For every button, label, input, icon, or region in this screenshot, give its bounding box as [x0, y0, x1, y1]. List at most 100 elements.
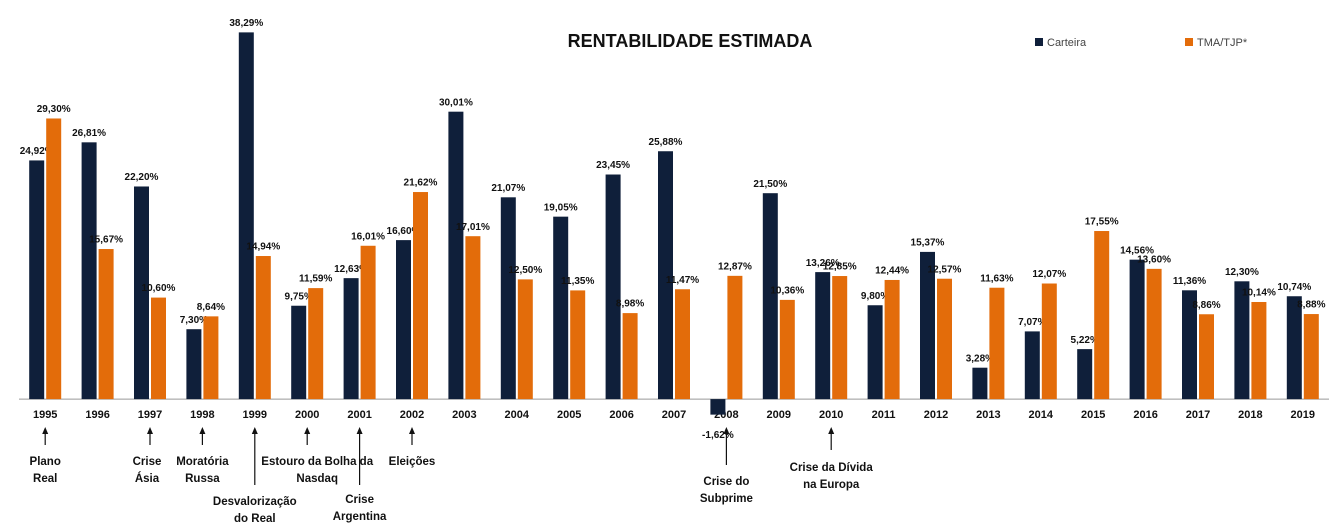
annotation: Nasdaq: [296, 473, 338, 485]
value-label: 26,81%: [72, 128, 106, 139]
annotation: Crise: [133, 456, 162, 468]
x-tick-label: 2000: [295, 409, 319, 421]
bar: [605, 174, 621, 400]
bar: [867, 305, 883, 400]
annotation-arrowhead: [147, 427, 153, 434]
annotation-arrowhead: [409, 427, 415, 434]
bar: [465, 236, 481, 400]
bar: [238, 32, 254, 400]
bar: [710, 399, 726, 415]
value-label: 5,22%: [1071, 335, 1099, 346]
annotation-arrowhead: [828, 427, 835, 434]
legend-swatch: [1035, 38, 1043, 46]
bar: [1251, 301, 1267, 400]
value-label: 12,50%: [508, 265, 542, 276]
value-label: 19,05%: [544, 202, 578, 213]
annotation: Ásia: [135, 472, 160, 485]
bar: [832, 276, 848, 400]
annotation: Estouro da Bolha da: [261, 456, 373, 468]
value-label: 11,47%: [666, 275, 699, 286]
annotation-arrowhead: [199, 427, 206, 434]
legend-label: Carteira: [1047, 37, 1087, 49]
value-label: 12,85%: [823, 262, 857, 273]
bar: [308, 288, 324, 400]
value-label: 9,75%: [285, 291, 313, 302]
value-label: 7,07%: [1018, 317, 1046, 328]
value-label: 12,57%: [928, 264, 962, 275]
bar: [570, 290, 586, 400]
value-label: 11,35%: [561, 276, 594, 287]
x-tick-label: 2013: [976, 409, 1000, 421]
x-tick-label: 2019: [1291, 409, 1315, 421]
value-label: 9,80%: [861, 291, 889, 302]
value-label: 29,30%: [37, 104, 71, 115]
value-label: 12,87%: [718, 261, 752, 272]
x-tick-label: 2005: [557, 409, 581, 421]
annotation: Eleições: [389, 456, 436, 468]
annotation: Real: [33, 473, 57, 485]
bar: [98, 249, 114, 400]
annotation: Argentina: [333, 511, 387, 523]
x-tick-label: 2018: [1238, 409, 1262, 421]
value-label: 10,14%: [1242, 288, 1276, 299]
value-label: 13,26%: [806, 258, 840, 269]
value-label: 21,62%: [404, 178, 438, 189]
bar: [203, 316, 219, 400]
value-label: 15,67%: [89, 235, 123, 246]
bar: [815, 272, 831, 400]
annotation-arrowhead: [42, 427, 49, 434]
value-label: 25,88%: [649, 137, 683, 148]
bar: [517, 279, 533, 400]
x-tick-label: 2017: [1186, 409, 1210, 421]
bar: [29, 160, 45, 400]
value-label: 8,64%: [197, 302, 225, 313]
bar: [396, 240, 411, 400]
value-label: 8,88%: [1297, 300, 1325, 311]
bar: [291, 305, 307, 400]
bar: [1199, 314, 1214, 400]
value-label: 30,01%: [439, 97, 473, 108]
bar: [343, 278, 359, 400]
value-label: 8,98%: [616, 299, 644, 310]
x-tick-label: 2007: [662, 409, 686, 421]
bar: [727, 275, 743, 400]
annotation-arrowhead: [304, 427, 311, 434]
bar: [413, 192, 428, 400]
annotation: Russa: [185, 473, 220, 485]
annotation: Crise do: [703, 476, 749, 488]
bar: [884, 279, 900, 400]
value-label: -1,62%: [702, 430, 734, 441]
bar: [622, 313, 638, 400]
chart-title: RENTABILIDADE ESTIMADA: [568, 31, 813, 51]
bar: [553, 216, 569, 400]
value-label: 21,07%: [491, 183, 525, 194]
bar: [1024, 331, 1040, 400]
value-label: 11,36%: [1173, 276, 1206, 287]
bar: [989, 287, 1005, 400]
bar: [937, 278, 952, 400]
value-label: 24,92%: [20, 146, 54, 157]
bar: [255, 256, 271, 400]
x-tick-label: 2014: [1029, 409, 1054, 421]
bar: [658, 151, 673, 400]
bar: [1303, 314, 1319, 400]
x-tick-label: 2002: [400, 409, 424, 421]
value-label: 16,01%: [351, 231, 385, 242]
bar: [1094, 231, 1110, 400]
value-label: 12,44%: [875, 266, 909, 277]
bar: [779, 299, 795, 400]
value-label: 17,01%: [456, 222, 490, 233]
x-tick-label: 1999: [243, 409, 267, 421]
bar: [1286, 296, 1302, 400]
bar: [151, 297, 166, 400]
value-label: 10,74%: [1277, 282, 1311, 293]
x-tick-label: 2006: [609, 409, 633, 421]
x-tick-label: 1996: [85, 409, 109, 421]
value-label: 12,63%: [334, 264, 368, 275]
legend-label: TMA/TJP*: [1197, 37, 1248, 49]
value-label: 14,94%: [246, 242, 280, 253]
bar: [360, 245, 376, 400]
bar: [448, 111, 464, 400]
value-label: 22,20%: [125, 172, 159, 183]
bar: [1077, 349, 1093, 400]
